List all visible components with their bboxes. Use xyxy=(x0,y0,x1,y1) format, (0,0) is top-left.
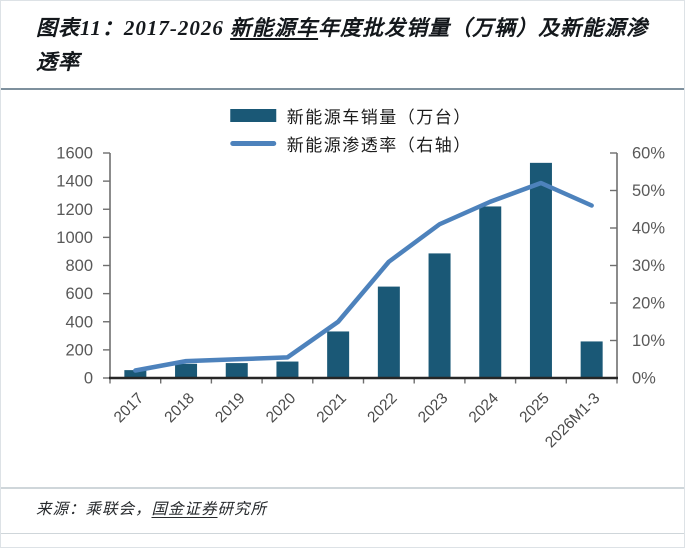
svg-text:2017: 2017 xyxy=(111,390,147,426)
svg-text:400: 400 xyxy=(65,313,93,331)
svg-text:1200: 1200 xyxy=(56,201,93,219)
source-note: 来源：乘联会，国金证券研究所 xyxy=(36,497,267,519)
svg-text:800: 800 xyxy=(65,257,93,275)
title-underlined-text: 新能源车 xyxy=(230,16,319,40)
svg-text:2020: 2020 xyxy=(263,390,300,427)
combo-chart: 0 200 400 600 800 1000 1200 1400 1600 0% 10% 20% 30%… xyxy=(56,145,665,452)
svg-text:2019: 2019 xyxy=(212,390,248,426)
svg-text:60%: 60% xyxy=(632,145,665,163)
chart-panel: 新能源车销量（万台） 新能源渗透率（右轴） 0 200 400 600 800 1000 1… xyxy=(1,90,684,488)
svg-text:1600: 1600 xyxy=(56,145,93,163)
title-divider xyxy=(1,88,684,90)
bar-series-swatch xyxy=(229,109,276,122)
svg-text:2023: 2023 xyxy=(415,390,451,426)
figure-title: 图表11：2017-2026 新能源车年度批发销量（万辆）及新能源渗透率 xyxy=(36,11,666,79)
svg-text:2026M1-3: 2026M1-3 xyxy=(542,390,603,451)
svg-text:600: 600 xyxy=(65,285,93,303)
svg-text:1000: 1000 xyxy=(56,229,93,247)
svg-text:2021: 2021 xyxy=(314,390,350,426)
title-prefix: 图表11：2017-2026 xyxy=(36,16,231,40)
svg-text:2022: 2022 xyxy=(364,390,400,426)
svg-text:40%: 40% xyxy=(632,220,665,238)
svg-text:20%: 20% xyxy=(632,295,665,313)
svg-text:0: 0 xyxy=(84,370,93,388)
svg-text:50%: 50% xyxy=(632,182,665,200)
svg-text:2025: 2025 xyxy=(516,390,552,426)
svg-text:200: 200 xyxy=(65,341,93,359)
legend-item-penetration: 新能源渗透率（右轴） xyxy=(229,131,472,156)
svg-text:2018: 2018 xyxy=(161,390,197,426)
svg-text:30%: 30% xyxy=(632,257,665,275)
chart-legend: 新能源车销量（万台） 新能源渗透率（右轴） xyxy=(229,103,472,156)
svg-text:0%: 0% xyxy=(632,370,656,388)
source-underlined-text: 国金证券 xyxy=(151,501,218,518)
title-suffix: 年度批发销量（万辆）及新能源渗透率 xyxy=(36,16,649,74)
svg-text:2024: 2024 xyxy=(466,390,503,427)
source-suffix: 研究所 xyxy=(217,501,268,518)
svg-text:10%: 10% xyxy=(632,332,665,350)
svg-text:1400: 1400 xyxy=(56,173,93,191)
line-series-swatch xyxy=(229,141,276,146)
legend-label-sales: 新能源车销量（万台） xyxy=(286,108,472,127)
chart-bottom-divider xyxy=(1,487,684,489)
source-prefix: 来源：乘联会， xyxy=(36,501,152,518)
legend-label-penetration: 新能源渗透率（右轴） xyxy=(286,136,472,155)
legend-item-sales: 新能源车销量（万台） xyxy=(229,103,472,128)
page-bottom-divider xyxy=(1,533,684,534)
